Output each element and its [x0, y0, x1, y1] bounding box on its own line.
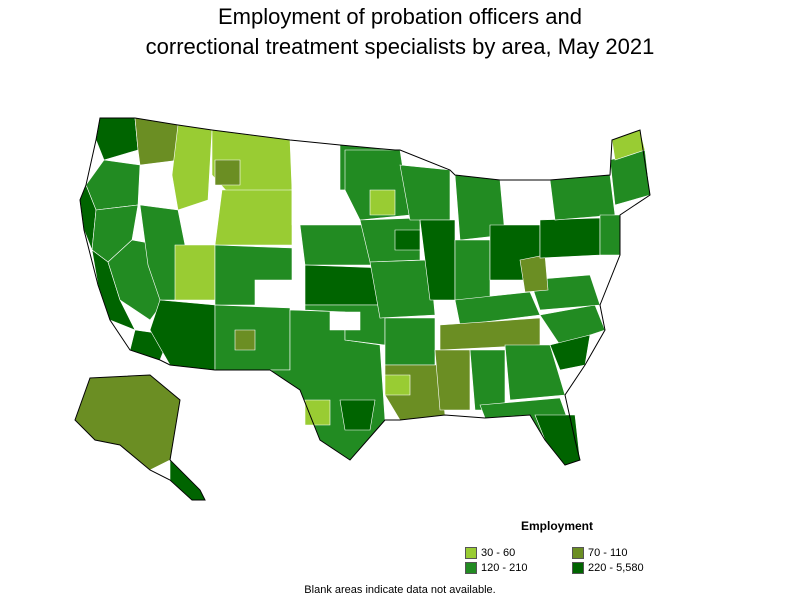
map-region	[229, 447, 241, 457]
legend-swatch-4	[572, 562, 584, 574]
map-region	[214, 159, 241, 186]
map-region	[234, 329, 256, 351]
map-region	[134, 117, 181, 166]
map-regions	[74, 117, 651, 501]
legend-swatch-2	[572, 547, 584, 559]
map-region	[394, 229, 421, 251]
map-region	[469, 349, 506, 411]
map-region	[254, 279, 293, 306]
legend-label-2: 70 - 110	[588, 547, 628, 559]
map-region	[214, 189, 293, 246]
map-region	[74, 374, 181, 471]
us-outline	[79, 117, 651, 466]
legend-item-1: 30 - 60	[465, 546, 515, 560]
map-region	[384, 374, 411, 396]
legend-label-4: 220 - 5,580	[588, 562, 644, 574]
map-region	[171, 124, 213, 211]
map-region	[209, 429, 219, 437]
map-region	[539, 217, 601, 259]
map-region	[359, 217, 421, 263]
map-region	[339, 399, 376, 431]
legend-item-3: 120 - 210	[465, 561, 527, 575]
map-region	[369, 189, 396, 216]
legend-title: Employment	[521, 519, 594, 533]
alaska-outline	[74, 374, 206, 501]
map-region	[549, 174, 616, 221]
map-title: Employment of probation officers and cor…	[0, 2, 800, 62]
map-region	[174, 244, 216, 301]
legend-label-1: 30 - 60	[481, 547, 516, 559]
map-region	[95, 117, 139, 161]
map-region	[329, 311, 361, 331]
legend-label-3: 120 - 210	[481, 562, 528, 574]
legend-swatch-1	[465, 547, 477, 559]
map-region	[249, 469, 269, 486]
map-region	[369, 259, 436, 319]
map-region	[519, 254, 549, 293]
map-region	[291, 189, 346, 226]
legend-swatch-3	[465, 562, 477, 574]
map-region	[384, 317, 436, 366]
map-region	[85, 159, 141, 211]
map-region	[534, 414, 581, 466]
title-line-2: correctional treatment specialists by ar…	[145, 34, 655, 59]
map-region	[539, 304, 606, 346]
footnote: Blank areas indicate data not available.	[304, 584, 496, 596]
legend-item-2: 70 - 110	[572, 546, 628, 560]
map-region	[291, 139, 341, 191]
state-outlines	[74, 117, 651, 501]
title-line-1: Employment of probation officers and	[217, 4, 583, 29]
map-region	[454, 239, 491, 301]
legend-item-4: 220 - 5,580	[572, 561, 644, 575]
map-region	[169, 459, 206, 501]
map-region	[434, 349, 471, 411]
map-region	[599, 214, 621, 256]
